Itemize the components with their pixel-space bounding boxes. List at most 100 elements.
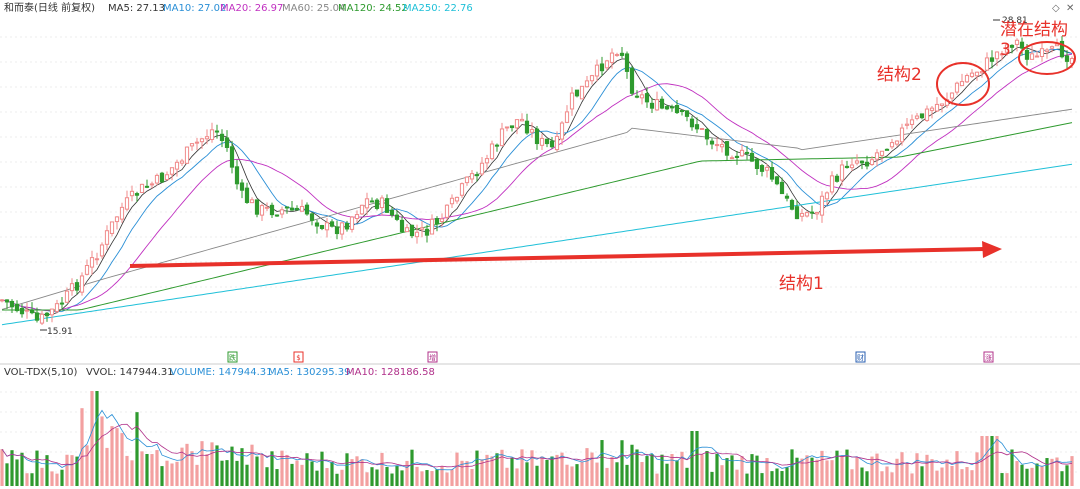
volume-bar bbox=[535, 465, 539, 486]
volume-bar bbox=[890, 472, 894, 486]
structure3-label-num: 3 bbox=[1000, 40, 1011, 60]
candle-body bbox=[619, 52, 625, 56]
candle-body bbox=[224, 137, 230, 148]
candle-body bbox=[394, 214, 400, 220]
volume-bar bbox=[930, 459, 934, 486]
volume-bar bbox=[775, 468, 779, 486]
volume-bar bbox=[785, 467, 789, 486]
candle-body bbox=[179, 160, 185, 164]
volume-bar bbox=[750, 454, 754, 486]
candle-body bbox=[569, 92, 575, 110]
volume-bar bbox=[210, 442, 214, 486]
volume-bar bbox=[275, 469, 279, 486]
event-marker[interactable]: 涨 bbox=[983, 351, 994, 363]
candle-body bbox=[614, 54, 620, 57]
volume-bar bbox=[990, 436, 994, 486]
volume-bar bbox=[610, 456, 614, 486]
volume-bar bbox=[510, 457, 514, 486]
volume-bar bbox=[935, 470, 939, 486]
volume-bar bbox=[715, 453, 719, 486]
vol-ma5: MA5: 130295.39 bbox=[268, 367, 350, 378]
candle-body bbox=[464, 176, 470, 184]
candle-body bbox=[564, 111, 570, 123]
candle-body bbox=[174, 161, 180, 170]
volume-bar bbox=[995, 436, 999, 486]
candle-body bbox=[939, 103, 945, 106]
volume-bar bbox=[120, 433, 124, 486]
candle-body bbox=[9, 300, 15, 308]
volume-bar bbox=[815, 459, 819, 486]
candle-body bbox=[309, 213, 315, 221]
candle-body bbox=[609, 52, 615, 63]
volume-bar bbox=[380, 452, 384, 486]
volume-bar bbox=[295, 460, 299, 486]
vol-indicator: VOL-TDX(5,10) bbox=[4, 367, 77, 378]
volume-bar bbox=[1010, 449, 1014, 486]
volume-bar bbox=[1005, 473, 1009, 486]
structure1-label: 结构1 bbox=[779, 274, 824, 294]
candle-body bbox=[714, 144, 720, 147]
candle-body bbox=[244, 187, 250, 203]
candle-body bbox=[24, 309, 30, 312]
candle-body bbox=[109, 221, 115, 234]
volume-bar bbox=[140, 451, 144, 486]
volume-bar bbox=[155, 450, 159, 486]
candle-body bbox=[974, 71, 980, 77]
volume-bar bbox=[395, 465, 399, 486]
candle-body bbox=[894, 140, 900, 145]
candle-body bbox=[94, 258, 100, 261]
candle-body bbox=[64, 290, 70, 303]
volume-bar bbox=[205, 454, 209, 486]
candle-body bbox=[274, 214, 280, 217]
volume-bar bbox=[75, 456, 79, 486]
candle-body bbox=[389, 209, 395, 216]
top-right-controls[interactable]: ◇ ✕ bbox=[1052, 3, 1074, 14]
volume-bar bbox=[585, 448, 589, 486]
volume-bar bbox=[150, 454, 154, 486]
volume-bar bbox=[645, 456, 649, 486]
candle-body bbox=[599, 63, 605, 72]
event-marker[interactable]: 增 bbox=[427, 351, 438, 363]
diamond-icon[interactable]: ◇ bbox=[1052, 3, 1060, 14]
close-icon[interactable]: ✕ bbox=[1066, 3, 1074, 14]
event-marker[interactable]: $ bbox=[293, 351, 304, 363]
volume-bar bbox=[130, 460, 134, 486]
candle-body bbox=[199, 138, 205, 143]
volume-bar bbox=[620, 440, 624, 486]
candle-body bbox=[1034, 55, 1040, 58]
volume-bar bbox=[90, 391, 94, 486]
event-marker[interactable]: 财 bbox=[855, 351, 866, 363]
volume-bar bbox=[690, 431, 694, 486]
candle-body bbox=[669, 106, 675, 109]
candle-body bbox=[864, 161, 870, 167]
volume-bar bbox=[60, 469, 64, 486]
candle-body bbox=[259, 205, 265, 216]
candle-body bbox=[984, 57, 990, 71]
volume-bar bbox=[135, 412, 139, 486]
volume-bar bbox=[760, 473, 764, 486]
candle-body bbox=[524, 120, 530, 134]
volume-bar bbox=[945, 459, 949, 486]
volume-bar bbox=[425, 470, 429, 486]
candle-body bbox=[69, 283, 75, 292]
volume-bar bbox=[555, 454, 559, 486]
candle-body bbox=[209, 129, 215, 140]
volume-bar bbox=[530, 450, 534, 486]
volume-bar bbox=[345, 453, 349, 486]
candle-body bbox=[679, 110, 685, 113]
candle-body bbox=[904, 123, 910, 126]
candle-body bbox=[489, 143, 495, 160]
volume-bar bbox=[265, 467, 269, 486]
volume-bar bbox=[745, 473, 749, 486]
volume-bar bbox=[725, 458, 729, 486]
candle-body bbox=[234, 166, 240, 185]
event-marker[interactable]: 跌 bbox=[227, 351, 238, 363]
volume-bar bbox=[180, 447, 184, 486]
volume-bar bbox=[985, 436, 989, 486]
volume-bar bbox=[170, 463, 174, 486]
candle-body bbox=[719, 144, 725, 148]
candle-body bbox=[634, 95, 640, 98]
volume-bar bbox=[415, 466, 419, 486]
volume-bar bbox=[810, 457, 814, 486]
volume-bar bbox=[190, 451, 194, 486]
